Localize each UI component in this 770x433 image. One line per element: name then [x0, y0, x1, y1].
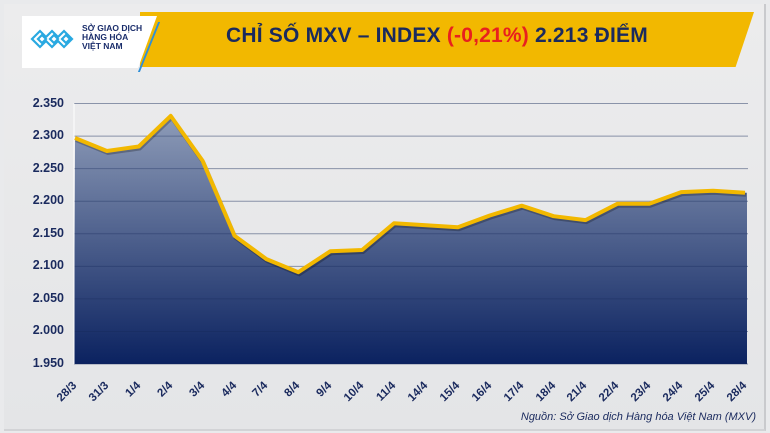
logo-line-3: VIỆT NAM [82, 41, 123, 51]
logo-line-2: HÀNG HÓA [82, 32, 129, 42]
area-fill [74, 115, 747, 365]
y-tick-label: 2.200 [32, 193, 64, 208]
title-banner [140, 12, 754, 67]
y-tick-label: 2.300 [32, 128, 64, 143]
y-tick-label: 2.250 [32, 160, 64, 175]
title-suffix: 2.213 ĐIỂM [528, 24, 648, 47]
y-tick-label: 2.000 [32, 323, 64, 338]
logo-line-1: SỞ GIAO DỊCH [82, 23, 143, 33]
mxv-logo-icon [30, 29, 74, 49]
logo-text: SỞ GIAO DỊCH HÀNG HÓA VIỆT NAM [82, 24, 142, 51]
title-change: (-0,21%) [446, 24, 529, 47]
source-note: Nguồn: Sở Giao dịch Hàng hóa Việt Nam (M… [520, 411, 756, 423]
chart-title: CHỈ SỐ MXV – INDEX (-0,21%) 2.213 ĐIỂM [226, 24, 648, 48]
series-line-mxv-index [74, 113, 746, 275]
y-tick-label: 2.100 [32, 258, 64, 273]
y-tick-label: 2.050 [32, 290, 64, 305]
y-tick-label: 2.150 [32, 225, 64, 240]
title-prefix: CHỈ SỐ MXV – INDEX [226, 24, 447, 47]
y-tick-label: 1.950 [32, 356, 64, 370]
y-tick-label: 2.350 [32, 95, 64, 110]
